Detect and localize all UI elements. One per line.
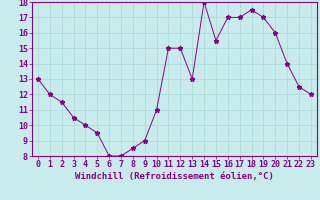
- X-axis label: Windchill (Refroidissement éolien,°C): Windchill (Refroidissement éolien,°C): [75, 172, 274, 181]
